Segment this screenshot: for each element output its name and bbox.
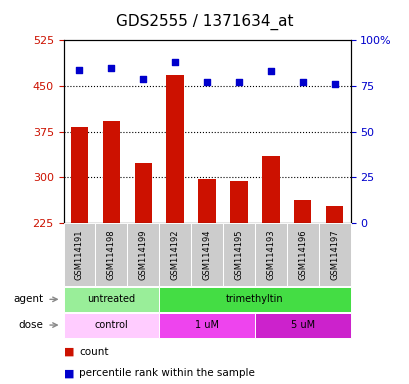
Text: ■: ■	[63, 368, 74, 378]
Point	[203, 79, 210, 85]
Text: untreated: untreated	[87, 294, 135, 305]
Text: GSM114197: GSM114197	[329, 229, 338, 280]
Text: 5 uM: 5 uM	[290, 320, 314, 330]
Text: GSM114194: GSM114194	[202, 229, 211, 280]
Bar	[229, 181, 247, 223]
Point	[139, 76, 146, 82]
Text: GSM114195: GSM114195	[234, 229, 243, 280]
Bar	[134, 163, 152, 223]
Point	[171, 59, 178, 65]
Text: GSM114196: GSM114196	[297, 229, 306, 280]
Text: GSM114193: GSM114193	[266, 229, 275, 280]
Text: percentile rank within the sample: percentile rank within the sample	[79, 368, 254, 378]
Text: dose: dose	[18, 320, 43, 330]
Bar	[261, 156, 279, 223]
Point	[267, 68, 274, 74]
Bar	[166, 75, 184, 223]
Text: GSM114191: GSM114191	[75, 229, 84, 280]
Text: ■: ■	[63, 347, 74, 357]
Point	[235, 79, 242, 85]
Text: 1 uM: 1 uM	[195, 320, 218, 330]
Text: control: control	[94, 320, 128, 330]
Bar	[198, 179, 215, 223]
Text: GSM114192: GSM114192	[170, 229, 179, 280]
Bar	[102, 121, 120, 223]
Text: GSM114198: GSM114198	[107, 229, 116, 280]
Point	[76, 66, 83, 73]
Text: trimethyltin: trimethyltin	[225, 294, 283, 305]
Text: GDS2555 / 1371634_at: GDS2555 / 1371634_at	[116, 13, 293, 30]
Bar	[325, 206, 343, 223]
Bar	[70, 127, 88, 223]
Text: agent: agent	[13, 294, 43, 305]
Point	[330, 81, 337, 87]
Text: GSM114199: GSM114199	[138, 229, 147, 280]
Bar	[293, 200, 311, 223]
Text: count: count	[79, 347, 108, 357]
Point	[299, 79, 305, 85]
Point	[108, 65, 115, 71]
